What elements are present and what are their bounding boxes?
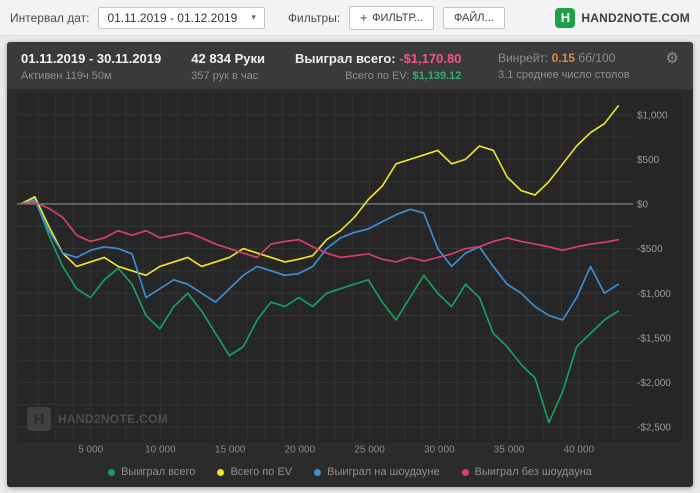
- ev-total-value: $1,139.12: [412, 70, 462, 82]
- plus-icon: +: [360, 10, 368, 25]
- svg-text:30 000: 30 000: [424, 444, 455, 455]
- hand2note-logo-icon: H: [555, 7, 576, 28]
- won-total-label: Выиграл всего:: [295, 51, 396, 66]
- gear-icon[interactable]: ⚙: [665, 50, 679, 67]
- legend-label: Выиграл без шоудауна: [474, 466, 592, 478]
- legend-item-showdown[interactable]: Выиграл на шоудауне: [314, 466, 440, 478]
- brand-text: HAND2NOTE.COM: [581, 10, 690, 25]
- add-filter-button[interactable]: + ФИЛЬТР...: [349, 5, 434, 30]
- date-interval-select[interactable]: 01.11.2019 - 01.12.2019 ▾: [98, 6, 265, 29]
- profit-graph: 5 000 10 000 15 000 20 000 25 000 30 000 35 00…: [17, 93, 683, 461]
- svg-text:-$500: -$500: [637, 244, 663, 255]
- avg-tables: 3.1 среднее число столов: [498, 69, 630, 81]
- legend-label: Выиграл на шоудауне: [327, 466, 440, 478]
- svg-text:$1,000: $1,000: [637, 110, 668, 121]
- svg-text:25 000: 25 000: [354, 444, 385, 455]
- svg-text:$500: $500: [637, 155, 660, 166]
- svg-text:20 000: 20 000: [285, 444, 316, 455]
- date-range-value: 01.11.2019 - 30.11.2019: [21, 51, 162, 66]
- winrate-unit: бб/100: [578, 51, 616, 65]
- stat-hands: 42 834 Руки 357 рук в час: [191, 51, 265, 82]
- legend-item-ev-total[interactable]: Всего по EV: [217, 466, 292, 478]
- legend-dot-icon: [217, 468, 225, 476]
- legend-item-won-total[interactable]: Выиграл всего: [108, 466, 195, 478]
- won-total-value: -$1,170.80: [399, 51, 462, 66]
- svg-text:$0: $0: [637, 199, 648, 210]
- stats-header: 01.11.2019 - 30.11.2019 Активен 119ч 50м…: [7, 42, 693, 89]
- filters-label: Фильтры:: [287, 10, 341, 25]
- chevron-down-icon: ▾: [251, 12, 256, 22]
- svg-text:10 000: 10 000: [145, 444, 176, 455]
- svg-text:5 000: 5 000: [78, 444, 103, 455]
- legend: Выиграл всего Всего по EV Выиграл на шоу…: [7, 461, 693, 487]
- stat-winnings: Выиграл всего: -$1,170.80 Всего по EV: $…: [295, 51, 461, 82]
- legend-dot-icon: [108, 468, 116, 476]
- legend-label: Всего по EV: [230, 466, 293, 478]
- legend-dot-icon: [461, 468, 469, 476]
- hands-count: 42 834 Руки: [191, 51, 266, 66]
- stat-winrate: Винрейт: 0.15 бб/100 3.1 среднее число с…: [498, 51, 630, 81]
- winrate-value: 0.15: [551, 51, 575, 65]
- ev-total-label: Всего по EV:: [345, 70, 410, 82]
- svg-text:40 000: 40 000: [564, 444, 595, 455]
- brand-link[interactable]: H HAND2NOTE.COM: [555, 7, 690, 28]
- svg-text:-$2,500: -$2,500: [637, 423, 671, 434]
- date-interval-label: Интервал дат:: [10, 10, 90, 25]
- svg-text:15 000: 15 000: [215, 444, 246, 455]
- svg-text:-$1,500: -$1,500: [637, 333, 671, 344]
- active-time: Активен 119ч 50м: [21, 70, 112, 82]
- stat-date-range: 01.11.2019 - 30.11.2019 Активен 119ч 50м: [21, 51, 161, 82]
- add-filter-button-label: ФИЛЬТР...: [372, 11, 423, 24]
- svg-text:-$1,000: -$1,000: [637, 289, 671, 300]
- svg-text:35 000: 35 000: [494, 444, 525, 455]
- winrate-label: Винрейт:: [498, 51, 549, 65]
- file-button-label: ФАЙЛ...: [453, 11, 494, 24]
- legend-item-non-showdown[interactable]: Выиграл без шоудауна: [461, 466, 592, 478]
- svg-text:-$2,000: -$2,000: [637, 378, 671, 389]
- legend-dot-icon: [314, 468, 322, 476]
- profit-graph-canvas: 5 000 10 000 15 000 20 000 25 000 30 000 35 00…: [17, 93, 683, 456]
- hands-per-hour: 357 рук в час: [191, 70, 259, 82]
- file-button[interactable]: ФАЙЛ...: [442, 6, 505, 29]
- toolbar: Интервал дат: 01.11.2019 - 01.12.2019 ▾ …: [0, 0, 700, 36]
- date-interval-value: 01.11.2019 - 01.12.2019: [107, 10, 238, 25]
- report-panel: 01.11.2019 - 30.11.2019 Активен 119ч 50м…: [7, 42, 693, 487]
- legend-label: Выиграл всего: [121, 466, 196, 478]
